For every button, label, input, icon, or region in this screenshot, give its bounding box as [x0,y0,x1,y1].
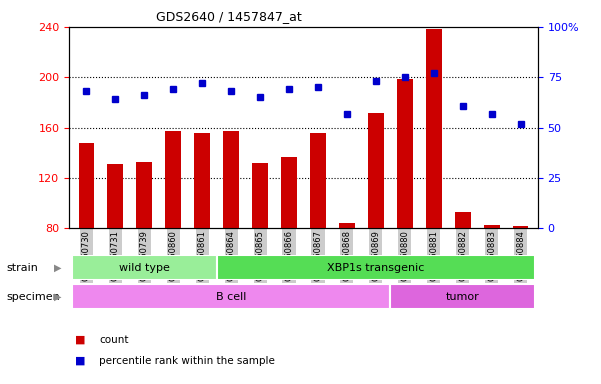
Bar [108,164,123,228]
Text: specimen: specimen [6,291,59,302]
Bar [223,131,239,228]
Bar [484,225,499,228]
Text: B cell: B cell [216,291,246,302]
Text: count: count [99,335,129,345]
Text: ▶: ▶ [54,263,61,273]
Bar [513,226,528,228]
Text: wild type: wild type [119,263,170,273]
Bar [368,113,384,228]
Text: GDS2640 / 1457847_at: GDS2640 / 1457847_at [156,10,301,23]
Bar [79,143,94,228]
Text: ■: ■ [75,356,85,366]
Bar [252,163,268,228]
Bar [136,162,152,228]
Text: tumor: tumor [446,291,480,302]
Bar [339,223,355,228]
Text: percentile rank within the sample: percentile rank within the sample [99,356,275,366]
Bar [165,131,182,228]
Bar [194,133,210,228]
Text: strain: strain [6,263,38,273]
Bar [390,284,535,309]
Bar [310,133,326,228]
Bar [397,79,413,228]
Text: ▶: ▶ [54,291,61,302]
Bar [455,212,471,228]
Bar [281,157,297,228]
Bar [426,30,442,228]
Bar [217,255,535,280]
Bar [72,255,217,280]
Text: XBP1s transgenic: XBP1s transgenic [327,263,424,273]
Bar [72,284,390,309]
Text: ■: ■ [75,335,85,345]
